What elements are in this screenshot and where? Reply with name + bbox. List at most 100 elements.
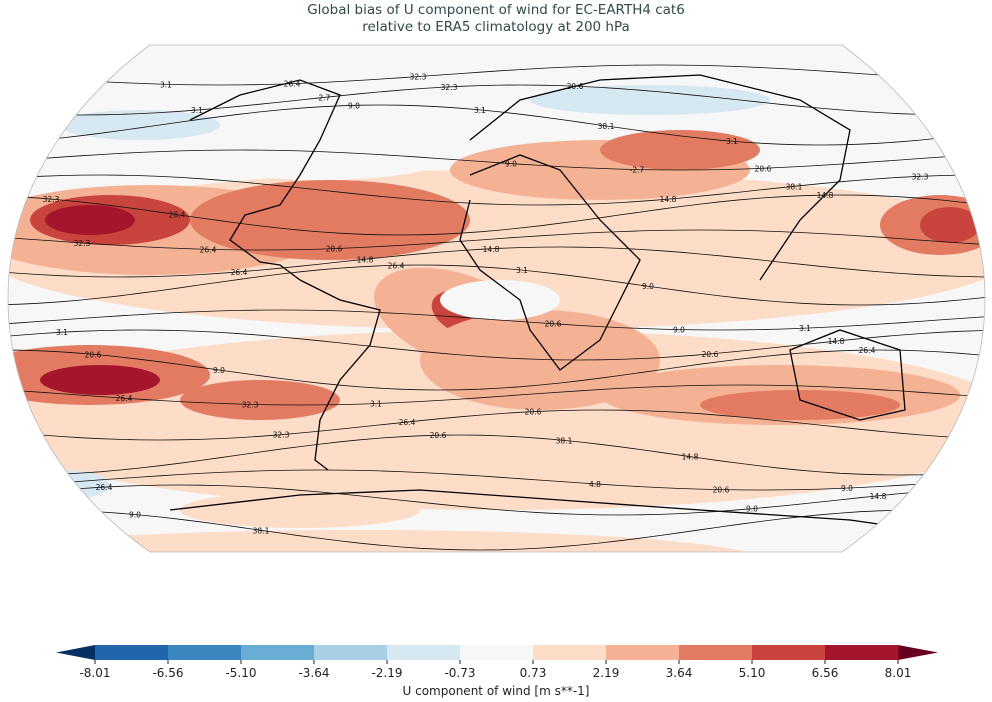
colorbar-tick-label: 6.56 <box>812 666 839 680</box>
colorbar-tick-label: 3.64 <box>666 666 693 680</box>
colorbar-tick-label: -5.10 <box>225 666 256 680</box>
contour-label: 26.4 <box>388 261 405 270</box>
contour-label: 20.6 <box>545 320 562 329</box>
bias-region <box>700 390 900 420</box>
contour-label: 32.3 <box>441 83 458 92</box>
climatology-contours <box>8 64 985 551</box>
bias-region <box>200 140 440 180</box>
contour-label: 26.4 <box>284 80 301 89</box>
contour-label: 9.0 <box>213 366 225 375</box>
contour-label: 38.1 <box>786 182 803 191</box>
colorbar-bin <box>533 645 607 660</box>
coastline <box>299 279 381 471</box>
colorbar-tick-label: 8.01 <box>885 666 912 680</box>
contour-label: 38.1 <box>556 436 573 445</box>
contour-label: 26.4 <box>231 268 248 277</box>
contour-line <box>8 246 985 278</box>
contour-label: 3.1 <box>903 506 915 515</box>
contour-label: 9.0 <box>505 160 517 169</box>
colorbar-tick-label: -2.19 <box>371 666 402 680</box>
contour-line <box>8 194 985 236</box>
bias-region <box>180 492 420 528</box>
contour-label: 14.8 <box>817 191 834 200</box>
colorbar-bin <box>606 645 680 660</box>
coastline <box>459 154 641 371</box>
contour-line <box>8 309 985 331</box>
bias-region <box>180 380 340 420</box>
contour-label: 3.1 <box>726 137 738 146</box>
contour-label: 14.8 <box>660 195 677 204</box>
contour-line <box>8 229 985 251</box>
contour-label: 9.0 <box>841 484 853 493</box>
contour-label: 26.4 <box>200 245 217 254</box>
contour-label: 20.6 <box>85 350 102 359</box>
contour-label: 20.6 <box>755 164 772 173</box>
contour-label: 26.4 <box>169 211 186 220</box>
coastline <box>189 79 341 281</box>
colorbar-bin <box>825 645 899 660</box>
contour-line <box>8 64 985 86</box>
contour-line <box>8 174 985 206</box>
contour-label: 32.3 <box>43 195 60 204</box>
contour-label: 14.8 <box>357 255 374 264</box>
contour-label: 9.0 <box>129 511 141 520</box>
contour-label: 4.8 <box>589 480 601 489</box>
title-line-1: Global bias of U component of wind for E… <box>307 2 685 18</box>
colorbar-bin <box>168 645 242 660</box>
bias-region <box>45 205 135 235</box>
contour-label: 32.3 <box>912 172 929 181</box>
contour-label: 3.1 <box>799 324 811 333</box>
contour-line <box>8 149 985 171</box>
contour-line <box>8 104 985 146</box>
contour-label: 9.0 <box>746 505 758 514</box>
contour-label: 26.4 <box>116 394 133 403</box>
contour-label: 38.1 <box>598 122 615 131</box>
colorbar-tick-label: 2.19 <box>593 666 620 680</box>
contour-label: 26.4 <box>96 483 113 492</box>
contour-label: -2.7 <box>630 166 645 175</box>
contour-line <box>8 509 985 551</box>
bias-region <box>530 85 770 115</box>
contour-label: 26.4 <box>859 346 876 355</box>
colorbar-tick-label: 0.73 <box>520 666 547 680</box>
contour-label: 9.0 <box>673 326 685 335</box>
contour-line <box>8 84 985 116</box>
contour-label: 9.0 <box>642 282 654 291</box>
contour-label: 14.8 <box>682 453 699 462</box>
colorbar-bin <box>460 645 534 660</box>
colorbar-label: U component of wind [m s**-1] <box>402 684 590 698</box>
colorbar-tick-label: -8.01 <box>79 666 110 680</box>
contour-label: 20.6 <box>713 486 730 495</box>
bias-shading <box>8 85 985 552</box>
colorbar-tick-label: -3.64 <box>298 666 329 680</box>
bias-region <box>420 310 660 410</box>
contour-label: 3.1 <box>160 80 172 89</box>
contour-label: 3.1 <box>191 106 203 115</box>
coastlines <box>169 74 921 531</box>
contour-label: 14.8 <box>870 492 887 501</box>
contour-label: 32.3 <box>242 400 259 409</box>
colorbar-bin <box>752 645 826 660</box>
bias-region <box>190 180 470 260</box>
contour-label: 3.1 <box>516 266 528 275</box>
contour-label: 20.6 <box>525 408 542 417</box>
contour-label: 20.6 <box>702 350 719 359</box>
contour-label: 14.8 <box>483 245 500 254</box>
chart-title: Global bias of U component of wind for E… <box>0 2 992 36</box>
colorbar-bin <box>679 645 753 660</box>
contour-line <box>8 384 985 406</box>
bias-region <box>40 365 160 395</box>
contour-line <box>8 329 985 361</box>
contour-line <box>8 264 985 306</box>
coastline <box>169 489 921 531</box>
contour-label: 26.4 <box>399 418 416 427</box>
colorbar-bin <box>241 645 315 660</box>
colorbar-bin <box>314 645 388 660</box>
contour-label: 3.1 <box>34 74 46 83</box>
contour-label: 3.1 <box>474 106 486 115</box>
contour-label: 32.3 <box>273 431 290 440</box>
contour-label: 32.3 <box>74 239 91 248</box>
coastline <box>469 74 851 281</box>
colorbar: -8.01 -6.56 -5.10 -3.64 -2.19 -0.73 0.73 2.19 3.… <box>56 645 938 680</box>
